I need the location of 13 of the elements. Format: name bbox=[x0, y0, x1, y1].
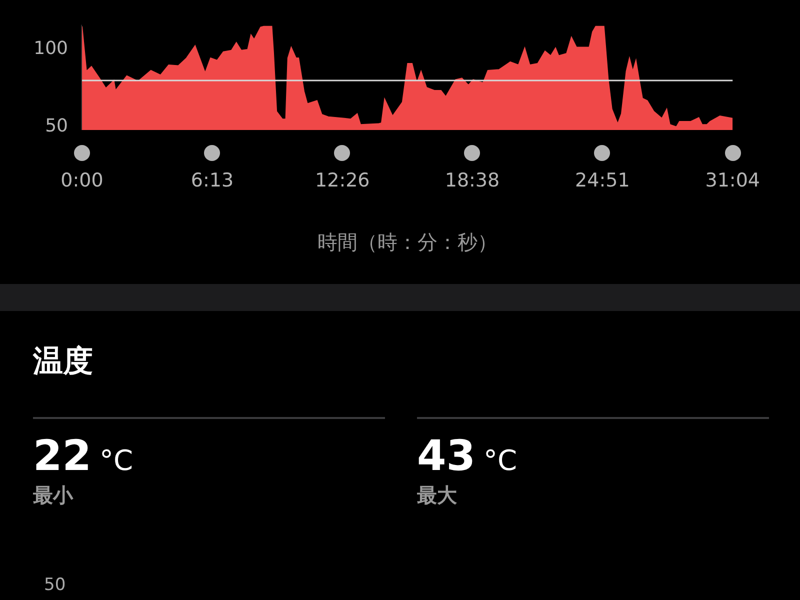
x-tick-label: 12:26 bbox=[315, 169, 370, 192]
y-tick-label: 100 bbox=[34, 38, 68, 60]
x-tick-label: 0:00 bbox=[60, 169, 104, 192]
x-axis-title: 時間（時：分：秒） bbox=[317, 230, 498, 254]
x-tick-label: 24:51 bbox=[575, 169, 630, 192]
x-tick-label: 18:38 bbox=[444, 169, 500, 192]
text: 22 °C bbox=[33, 431, 134, 480]
text: 43 °C bbox=[417, 431, 518, 480]
text: 最小 bbox=[33, 482, 74, 509]
x-tick-label: 6:13 bbox=[190, 169, 234, 192]
x-tick-label: 31:04 bbox=[705, 169, 760, 192]
text: 最大 bbox=[417, 482, 458, 509]
text: 温度 bbox=[33, 343, 93, 381]
